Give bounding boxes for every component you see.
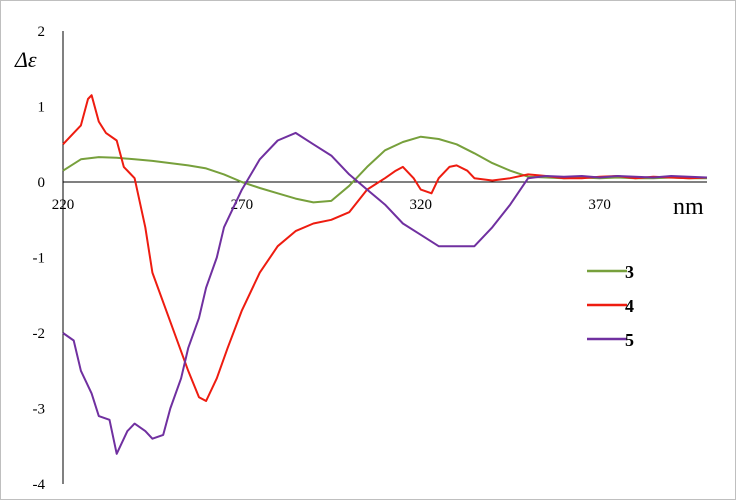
y-tick-label: -1 bbox=[33, 251, 46, 267]
y-tick-label: -4 bbox=[33, 477, 46, 493]
x-tick-label: 320 bbox=[410, 197, 433, 213]
y-tick-label: 2 bbox=[38, 24, 46, 40]
y-axis-label: Δε bbox=[14, 47, 37, 72]
legend-label-5: 5 bbox=[625, 330, 634, 350]
y-tick-label: 1 bbox=[38, 100, 46, 116]
series-line-4 bbox=[62, 94, 708, 402]
x-tick-label: 220 bbox=[52, 197, 75, 213]
series-lines bbox=[62, 94, 708, 455]
y-tick-label: -3 bbox=[33, 402, 46, 418]
y-tick-label: 0 bbox=[38, 175, 46, 191]
series-line-3 bbox=[62, 135, 707, 204]
legend-label-4: 4 bbox=[625, 296, 634, 316]
y-tick-label: -2 bbox=[33, 326, 46, 342]
axes: Δε nm bbox=[14, 31, 707, 484]
legend-label-3: 3 bbox=[625, 262, 634, 282]
series-line-5 bbox=[62, 131, 708, 455]
x-axis-label: nm bbox=[673, 194, 704, 220]
legend: 3 4 5 bbox=[587, 262, 634, 350]
x-tick-label: 370 bbox=[588, 197, 611, 213]
